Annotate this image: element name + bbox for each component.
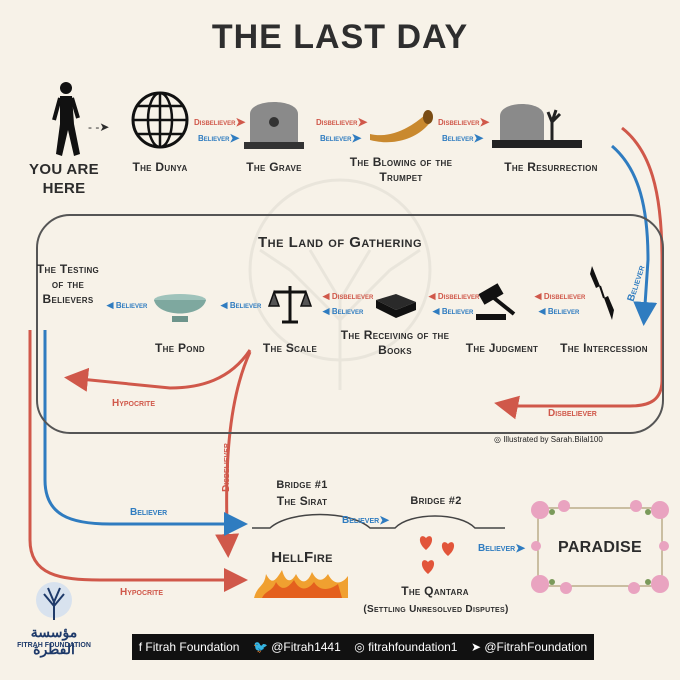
disbeliever-down-label: Disbeliever xyxy=(220,443,232,492)
logo-english-text: FITRAH FOUNDATION xyxy=(17,642,91,649)
scale-label: The Scale xyxy=(262,341,318,355)
facebook-icon: f xyxy=(138,640,146,654)
telegram-icon: ➤ xyxy=(470,640,485,654)
hands-reaching-icon xyxy=(590,266,614,320)
bridge2-label: Bridge #2 xyxy=(410,495,462,507)
believer-path-label: Believer➤ xyxy=(342,513,390,527)
instagram-icon: ◎ xyxy=(354,640,369,654)
intercession-label: The Intercession xyxy=(560,341,648,355)
facebook-link[interactable]: f Fitrah Foundation xyxy=(138,640,240,654)
twitter-icon: 🐦 xyxy=(252,640,272,654)
tag-disbeliever: ◄Disbeliever xyxy=(532,289,586,303)
grave-label: The Grave xyxy=(246,160,302,174)
dash-arrow-icon: - -➤ xyxy=(88,120,110,134)
pond-bowl-icon xyxy=(154,294,206,322)
resurrection-grave-icon xyxy=(492,104,582,148)
believer-path-label: Believer➤ xyxy=(478,541,526,555)
testing-label: The Testing of the Believers xyxy=(36,262,100,306)
resurrection-label: The Resurrection xyxy=(504,160,598,174)
you-are-here-label: YOU ARE HERE xyxy=(29,161,99,197)
fitrah-tree-logo-icon xyxy=(36,582,72,620)
land-of-gathering-title: The Land of Gathering xyxy=(257,234,422,251)
walking-man-icon xyxy=(52,82,80,156)
scale-icon xyxy=(268,286,312,324)
judgment-label: The Judgment xyxy=(465,341,539,355)
dunya-label: The Dunya xyxy=(132,160,188,174)
sirat-label: The Sirat xyxy=(276,494,328,508)
tag-believer: Believer➤ xyxy=(442,131,484,145)
tag-believer: ◄Believer xyxy=(218,298,262,312)
social-footer: f Fitrah Foundation 🐦 @Fitrah1441 ◎ fitr… xyxy=(132,634,594,660)
tag-believer: ◄Believer xyxy=(430,304,474,318)
book-icon xyxy=(376,294,416,318)
tag-believer: ◄Believer xyxy=(320,304,364,318)
disbeliever-path-label: Disbeliever xyxy=(548,408,597,419)
tag-believer: ◄Believer xyxy=(536,304,580,318)
flower-frame-icon xyxy=(531,500,669,594)
bridge1-label: Bridge #1 xyxy=(276,479,328,491)
trumpet-horn-icon xyxy=(370,110,433,143)
tag-believer: ◄Believer xyxy=(104,298,148,312)
fire-icon xyxy=(254,570,348,598)
hellfire-label: HellFire xyxy=(271,549,333,566)
hearts-icon xyxy=(419,536,455,574)
tag-disbeliever: Disbeliever➤ xyxy=(194,115,246,129)
twitter-link[interactable]: 🐦 @Fitrah1441 xyxy=(252,640,341,654)
instagram-icon: ◎ xyxy=(494,435,504,444)
page-title: THE LAST DAY xyxy=(211,18,469,56)
telegram-link[interactable]: ➤ @FitrahFoundation xyxy=(470,640,588,654)
believer-path-label: Believer xyxy=(130,507,168,518)
hypocrite-path-label: Hypocrite xyxy=(120,587,164,598)
illustration-credit: ◎ Illustrated by Sarah.Bilal100 xyxy=(494,435,603,444)
pond-label: The Pond xyxy=(155,341,205,355)
land-of-gathering-frame xyxy=(36,214,664,434)
gavel-icon xyxy=(476,283,516,320)
books-label: The Receiving of the Books xyxy=(340,328,450,357)
instagram-link[interactable]: ◎ fitrahfoundation1 xyxy=(354,640,458,654)
grave-icon xyxy=(244,102,304,149)
paradise-label: PARADISE xyxy=(558,539,642,556)
qantara-subtitle: (Settling Unresolved Disputes) xyxy=(363,604,509,615)
tag-disbeliever: ◄Disbeliever xyxy=(320,289,374,303)
trumpet-label: The Blowing of the Trumpet xyxy=(349,155,453,184)
globe-icon xyxy=(131,91,189,149)
qantara-label: The Qantara xyxy=(401,584,469,598)
logo-arabic-text: مؤسسة الفطرة xyxy=(30,624,78,657)
tag-believer: Believer➤ xyxy=(198,131,240,145)
tag-believer: Believer➤ xyxy=(320,131,362,145)
hypocrite-path-label: Hypocrite xyxy=(112,398,156,409)
tag-disbeliever: ◄Disbeliever xyxy=(426,289,480,303)
tree-watermark xyxy=(248,178,432,390)
tag-disbeliever: Disbeliever➤ xyxy=(438,115,490,129)
tag-disbeliever: Disbeliever➤ xyxy=(316,115,368,129)
